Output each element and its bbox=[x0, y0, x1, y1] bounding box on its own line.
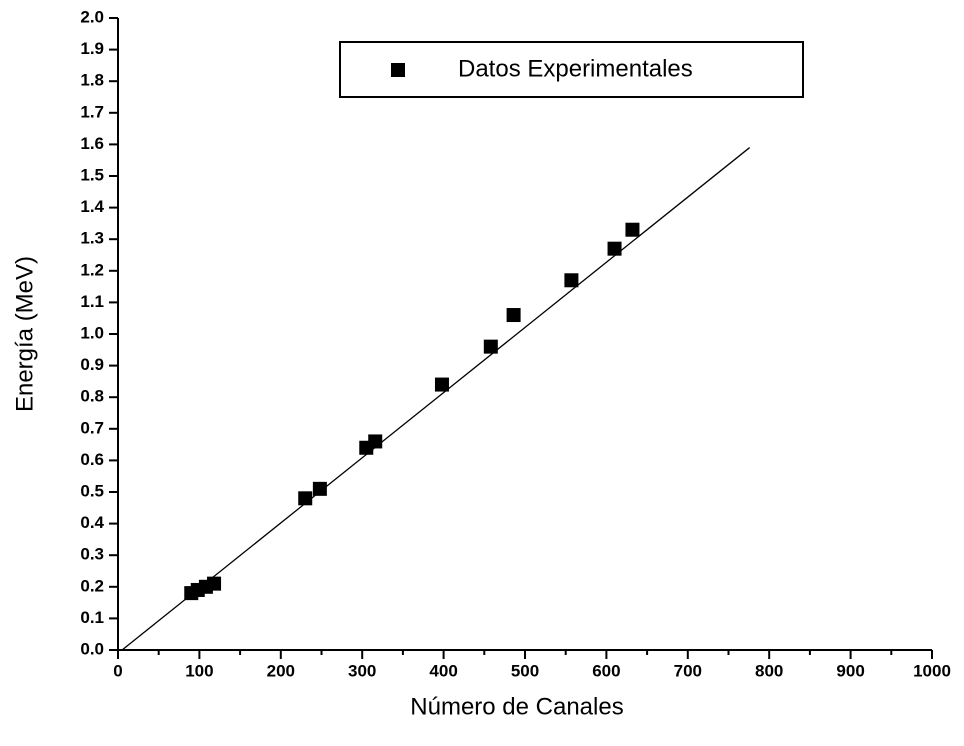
x-axis-label: Número de Canales bbox=[410, 693, 623, 720]
y-tick-label: 1.1 bbox=[80, 292, 104, 311]
y-tick-label: 1.9 bbox=[80, 39, 104, 58]
y-tick-label: 0.0 bbox=[80, 639, 104, 658]
legend-box bbox=[339, 41, 804, 98]
y-tick-label: 0.8 bbox=[80, 387, 104, 406]
x-tick-label: 300 bbox=[348, 661, 376, 680]
data-point bbox=[564, 273, 579, 288]
y-tick-label: 1.5 bbox=[80, 165, 104, 184]
x-tick-label: 900 bbox=[836, 661, 864, 680]
y-tick-label: 0.2 bbox=[80, 576, 104, 595]
y-tick-label: 1.0 bbox=[80, 323, 104, 342]
y-tick-label: 0.9 bbox=[80, 355, 104, 374]
data-point bbox=[368, 434, 383, 449]
data-point bbox=[607, 241, 622, 256]
data-point bbox=[483, 339, 498, 354]
data-point bbox=[312, 481, 327, 496]
y-tick-label: 1.8 bbox=[80, 71, 104, 90]
fit-line bbox=[121, 147, 751, 651]
y-axis-label: Energía (MeV) bbox=[11, 256, 38, 412]
y-tick-label: 0.7 bbox=[80, 418, 104, 437]
x-tick-label: 400 bbox=[429, 661, 457, 680]
x-tick-label: 800 bbox=[755, 661, 783, 680]
y-tick-label: 0.3 bbox=[80, 545, 104, 564]
x-tick-label: 200 bbox=[267, 661, 295, 680]
x-tick-label: 600 bbox=[592, 661, 620, 680]
legend-marker bbox=[391, 63, 405, 77]
x-tick-label: 700 bbox=[674, 661, 702, 680]
y-tick-label: 0.4 bbox=[80, 513, 104, 532]
y-tick-label: 1.2 bbox=[80, 260, 104, 279]
data-point bbox=[434, 377, 449, 392]
data-point bbox=[506, 308, 521, 323]
y-tick-label: 1.7 bbox=[80, 102, 104, 121]
y-tick-label: 1.3 bbox=[80, 229, 104, 248]
x-tick-label: 500 bbox=[511, 661, 539, 680]
legend-label: Datos Experimentales bbox=[458, 55, 693, 82]
x-tick-label: 0 bbox=[113, 661, 122, 680]
y-tick-label: 0.5 bbox=[80, 481, 104, 500]
y-tick-label: 0.6 bbox=[80, 450, 104, 469]
x-tick-label: 100 bbox=[185, 661, 213, 680]
x-tick-label: 1000 bbox=[913, 661, 951, 680]
data-point bbox=[298, 491, 313, 506]
y-tick-label: 1.6 bbox=[80, 134, 104, 153]
y-tick-label: 2.0 bbox=[80, 7, 104, 26]
y-tick-label: 0.1 bbox=[80, 608, 104, 627]
data-point bbox=[207, 576, 222, 591]
data-point bbox=[625, 222, 640, 237]
y-tick-label: 1.4 bbox=[80, 197, 104, 216]
